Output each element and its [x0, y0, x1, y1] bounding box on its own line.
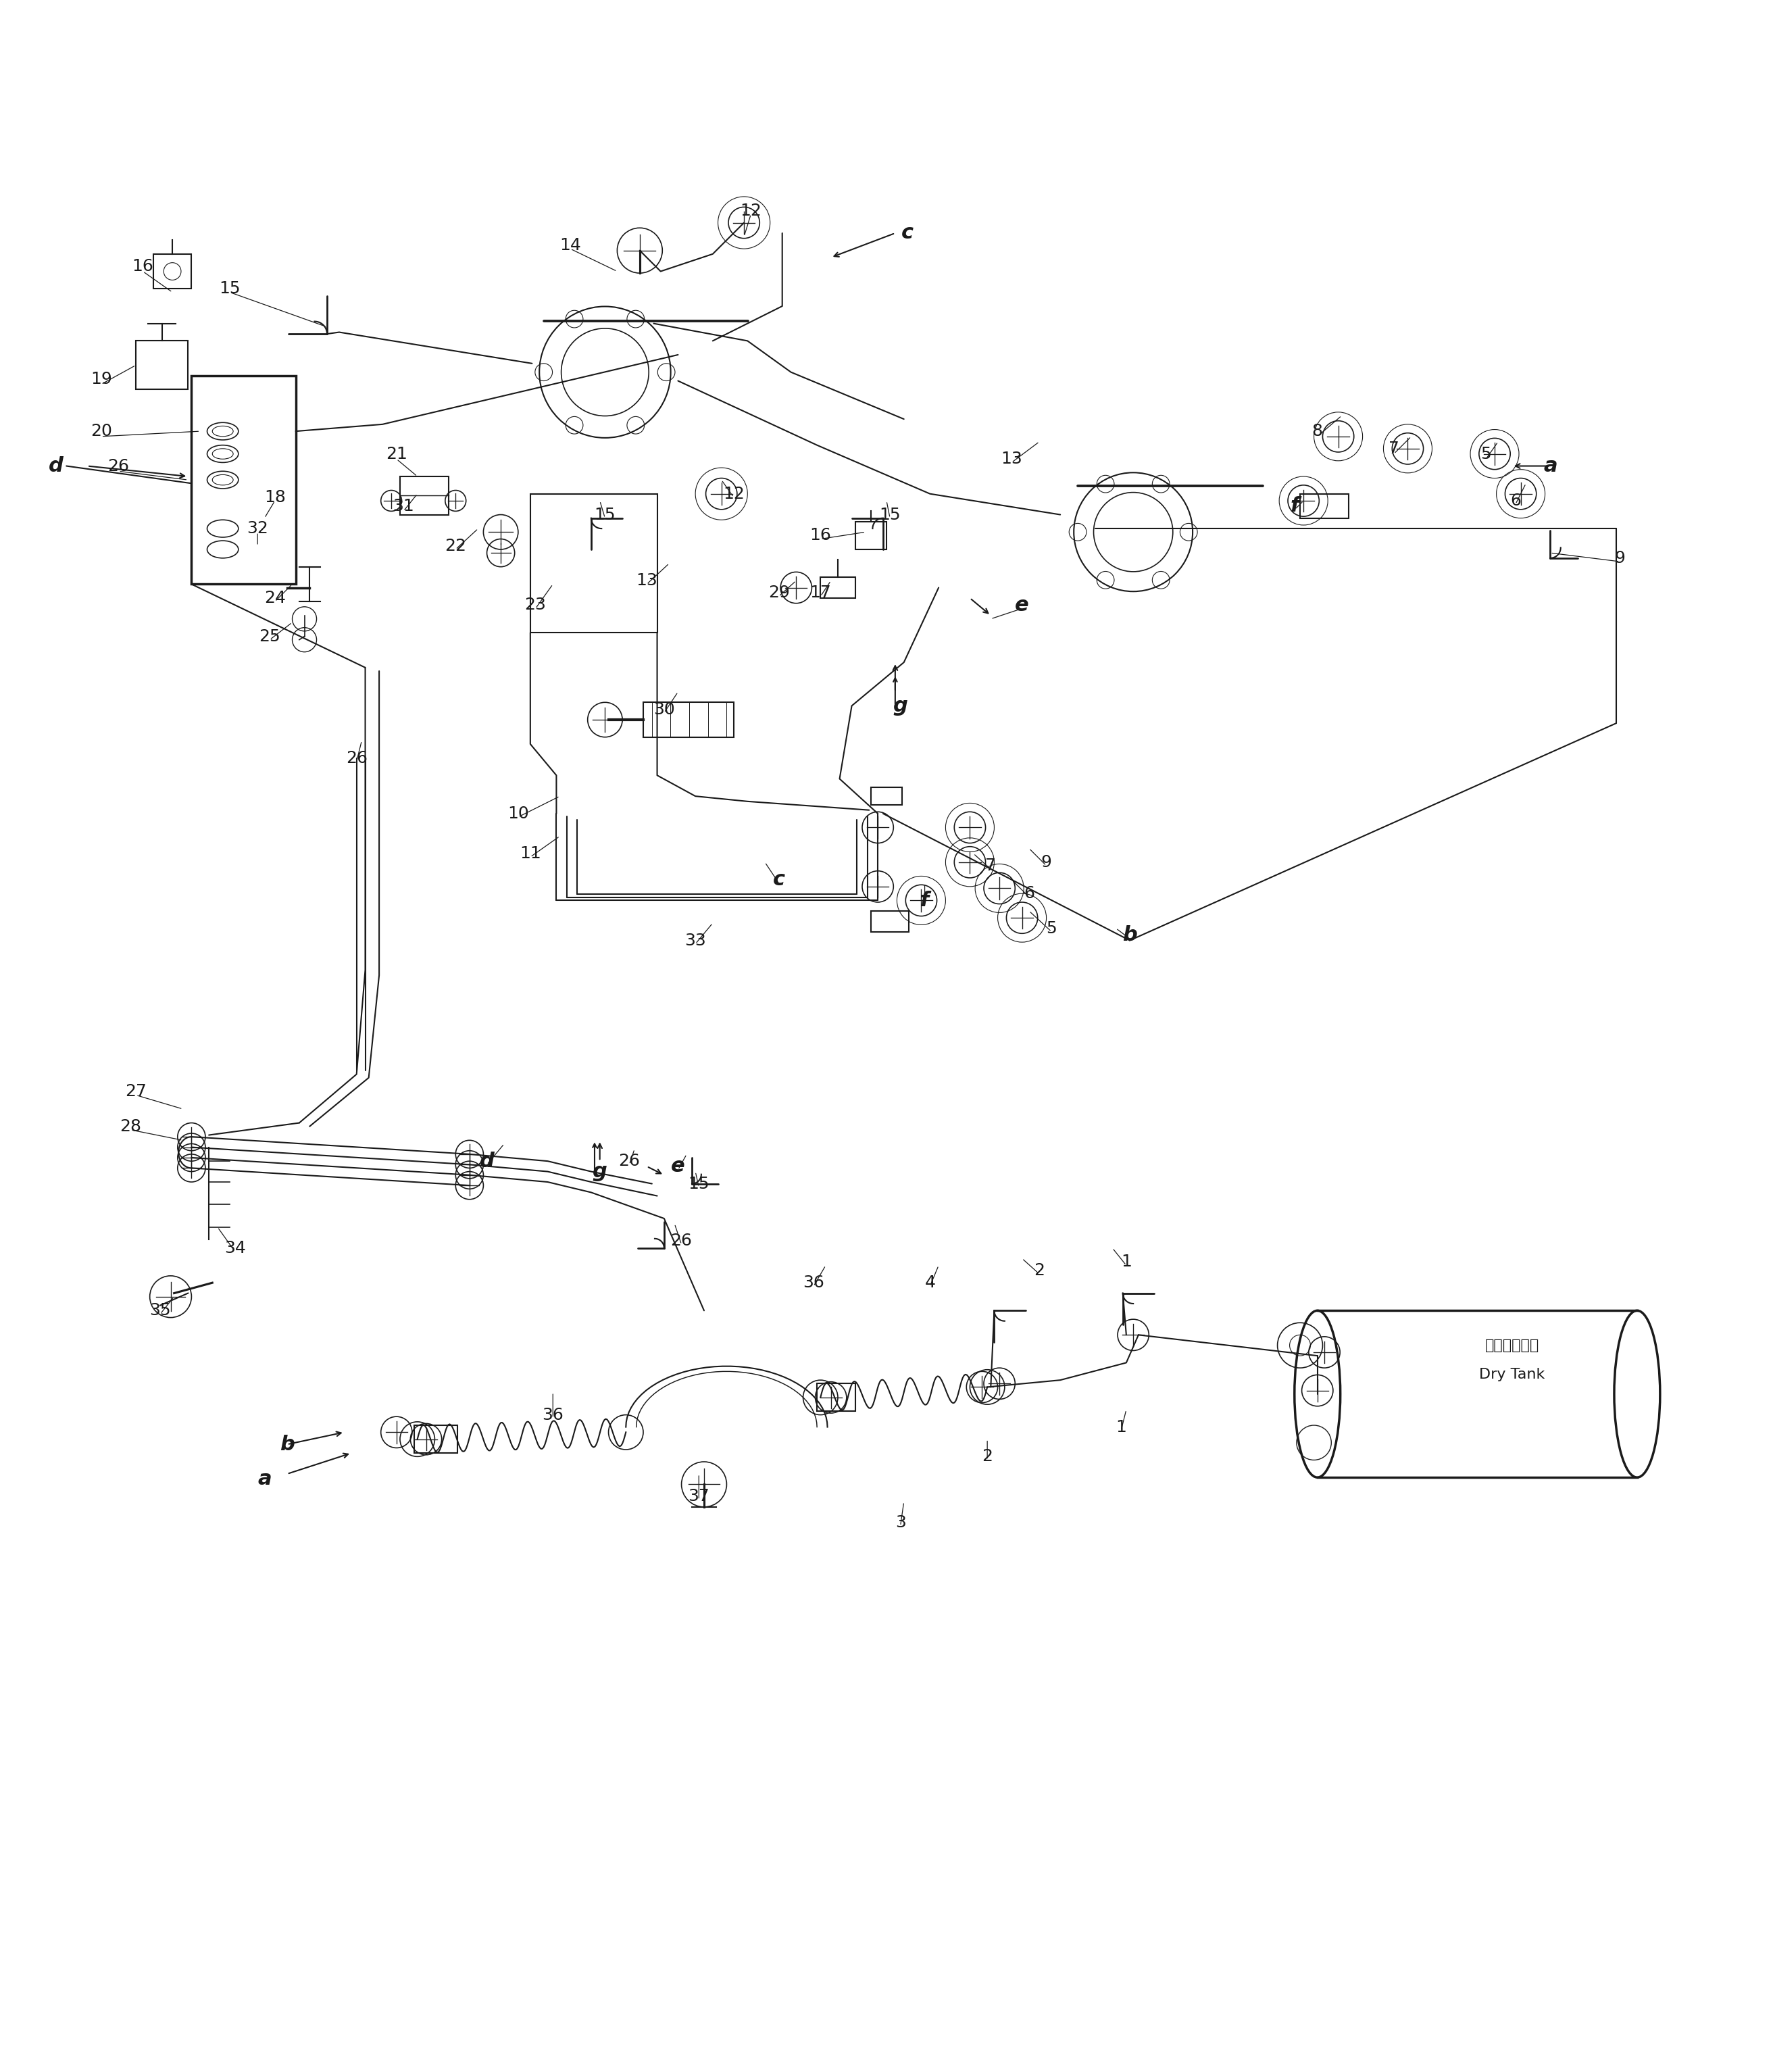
Text: e: e: [670, 1156, 684, 1177]
Text: 28: 28: [121, 1119, 142, 1135]
Text: 25: 25: [259, 628, 280, 644]
Text: 30: 30: [654, 700, 676, 717]
Text: g: g: [894, 696, 908, 715]
Text: 20: 20: [90, 423, 112, 439]
Text: 3: 3: [895, 1515, 906, 1531]
Text: 14: 14: [560, 236, 582, 253]
Text: 26: 26: [346, 750, 367, 767]
Text: 13: 13: [637, 572, 658, 588]
Text: ドライタンク: ドライタンク: [1486, 1339, 1539, 1353]
Text: f: f: [1291, 495, 1300, 516]
Text: 19: 19: [90, 371, 112, 387]
Text: 26: 26: [108, 458, 129, 474]
Text: 36: 36: [543, 1407, 564, 1423]
Bar: [413, 1426, 457, 1452]
Text: 8: 8: [1312, 423, 1323, 439]
Text: 21: 21: [387, 445, 408, 462]
Text: b: b: [280, 1434, 294, 1455]
Text: 26: 26: [670, 1233, 691, 1249]
Text: 6: 6: [1511, 493, 1521, 510]
Text: 9: 9: [1615, 549, 1626, 566]
Text: 36: 36: [803, 1274, 824, 1291]
Text: a: a: [1543, 456, 1557, 477]
Text: 27: 27: [126, 1084, 147, 1100]
Text: 12: 12: [723, 485, 745, 501]
Text: 12: 12: [739, 203, 762, 220]
Bar: [871, 912, 910, 932]
Text: 7: 7: [986, 858, 996, 874]
Text: 10: 10: [507, 806, 528, 823]
Text: Dry Tank: Dry Tank: [1479, 1368, 1544, 1382]
Bar: [821, 578, 855, 599]
Text: 7: 7: [1388, 441, 1399, 456]
Text: 32: 32: [246, 520, 268, 537]
Text: d: d: [479, 1152, 495, 1171]
Bar: [871, 787, 902, 804]
Bar: [137, 342, 188, 390]
Text: 26: 26: [619, 1152, 640, 1169]
Text: 37: 37: [688, 1488, 709, 1504]
Text: d: d: [48, 456, 64, 477]
Text: 17: 17: [810, 584, 832, 601]
Text: g: g: [592, 1162, 606, 1181]
Bar: [191, 375, 296, 584]
Bar: [1300, 493, 1349, 518]
Text: 33: 33: [684, 932, 706, 949]
Text: b: b: [1122, 926, 1136, 945]
Text: 1: 1: [1121, 1254, 1131, 1270]
Bar: [530, 493, 658, 632]
Text: c: c: [901, 224, 913, 242]
Text: 2: 2: [982, 1448, 993, 1465]
Text: 2: 2: [1034, 1262, 1044, 1278]
Text: 13: 13: [1002, 452, 1023, 466]
Bar: [855, 522, 886, 549]
Text: 5: 5: [1046, 920, 1057, 937]
Text: 15: 15: [220, 280, 241, 296]
Text: 18: 18: [264, 489, 285, 506]
Text: 1: 1: [1115, 1419, 1126, 1436]
Text: e: e: [1016, 595, 1028, 615]
Text: 15: 15: [594, 506, 615, 522]
Text: 31: 31: [394, 497, 415, 514]
Text: 16: 16: [810, 528, 832, 543]
Text: c: c: [773, 870, 785, 889]
Bar: [152, 255, 191, 288]
Text: 5: 5: [1480, 445, 1491, 462]
Text: 23: 23: [525, 597, 546, 613]
Text: 11: 11: [519, 845, 541, 862]
Text: 15: 15: [879, 506, 901, 522]
Text: 29: 29: [768, 584, 789, 601]
Text: a: a: [257, 1469, 271, 1490]
Text: 9: 9: [1041, 854, 1051, 870]
Bar: [401, 477, 449, 514]
Text: 6: 6: [1023, 885, 1034, 901]
Text: 22: 22: [445, 539, 466, 553]
Text: 16: 16: [131, 259, 154, 274]
Bar: [644, 702, 734, 738]
Text: 34: 34: [223, 1239, 246, 1256]
Text: 15: 15: [688, 1175, 709, 1191]
Text: 35: 35: [149, 1303, 170, 1318]
Bar: [817, 1384, 855, 1411]
Text: 24: 24: [264, 591, 285, 607]
Text: 4: 4: [924, 1274, 936, 1291]
Text: f: f: [920, 891, 929, 910]
